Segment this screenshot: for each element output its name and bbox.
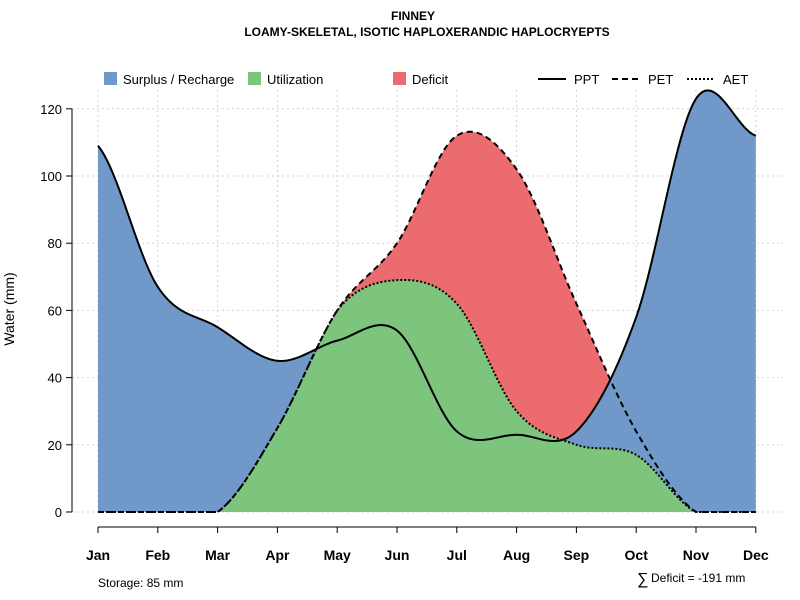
sum-symbol: ∑ <box>637 571 648 588</box>
x-tick-label-jan: Jan <box>86 547 110 563</box>
deficit-note: Deficit = -191 mm <box>651 571 745 585</box>
legend-swatch-utilization <box>248 72 261 85</box>
surplus-recharge-area <box>98 90 756 513</box>
y-tick-label: 20 <box>48 438 62 453</box>
chart-title: FINNEY <box>391 9 435 23</box>
x-tick-label-oct: Oct <box>625 547 649 563</box>
x-tick-label-jul: Jul <box>447 547 467 563</box>
ppt-line <box>97 89 757 443</box>
x-tick-label-sep: Sep <box>564 547 590 563</box>
aet-line <box>98 278 756 513</box>
chart-subtitle: LOAMY-SKELETAL, ISOTIC HAPLOXERANDIC HAP… <box>244 25 609 39</box>
legend-label-deficit: Deficit <box>412 72 449 87</box>
y-tick-label: 40 <box>48 371 62 386</box>
legend-label-aet: AET <box>723 72 748 87</box>
x-tick-label-apr: Apr <box>265 547 290 563</box>
legend: Surplus / Recharge Utilization Deficit PPT P… <box>104 72 748 87</box>
y-tick-label: 120 <box>40 102 62 117</box>
x-tick-label-mar: Mar <box>205 547 230 563</box>
x-tick-label-jun: Jun <box>385 547 410 563</box>
y-axis-title: Water (mm) <box>1 272 17 345</box>
y-tick-label: 100 <box>40 169 62 184</box>
x-tick-label-may: May <box>324 547 351 563</box>
y-tick-label: 60 <box>48 303 62 318</box>
legend-label-surplus-recharge: Surplus / Recharge <box>123 72 234 87</box>
plot-area: 0 20 40 60 80 100 120 Jan Feb Mar Apr May Jun Jul Aug S… <box>40 89 783 563</box>
x-tick-label-aug: Aug <box>503 547 530 563</box>
x-tick-label-nov: Nov <box>683 547 710 563</box>
legend-label-ppt: PPT <box>574 72 599 87</box>
legend-label-pet: PET <box>648 72 673 87</box>
storage-note: Storage: 85 mm <box>98 576 183 590</box>
x-tick-label-dec: Dec <box>743 547 769 563</box>
legend-label-utilization: Utilization <box>267 72 323 87</box>
legend-swatch-surplus-recharge <box>104 72 117 85</box>
legend-swatch-deficit <box>393 72 406 85</box>
y-tick-label: 80 <box>48 236 62 251</box>
pet-line <box>98 130 756 513</box>
y-tick-label: 0 <box>55 505 62 520</box>
x-tick-label-feb: Feb <box>145 547 170 563</box>
